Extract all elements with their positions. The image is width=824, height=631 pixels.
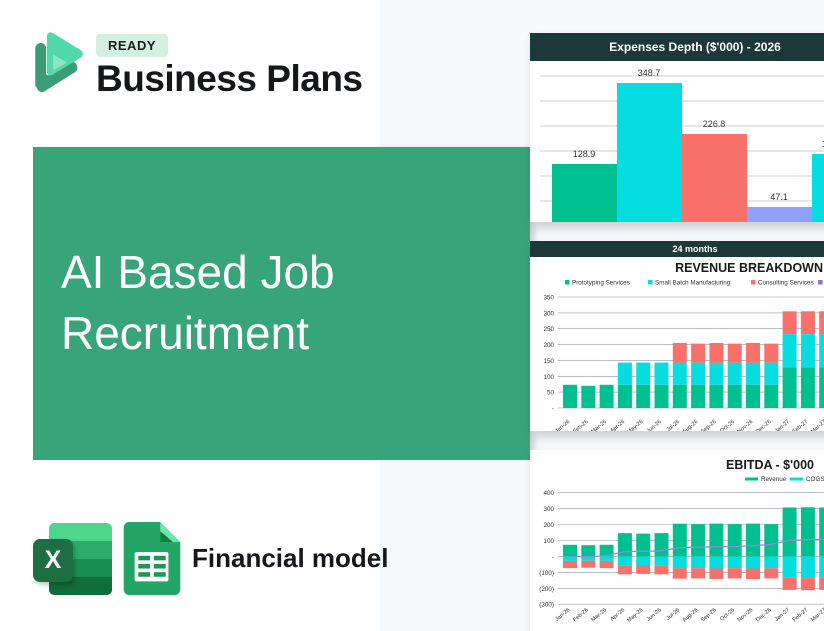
- svg-text:Dec-26: Dec-26: [755, 419, 773, 431]
- svg-text:Jan-27: Jan-27: [774, 607, 791, 623]
- svg-text:Mar-26: Mar-26: [590, 607, 607, 623]
- svg-text:Sep-26: Sep-26: [700, 607, 718, 623]
- svg-text:Small Batch Manufacturing: Small Batch Manufacturing: [655, 280, 731, 287]
- svg-text:Mar-26: Mar-26: [590, 419, 607, 431]
- svg-text:Feb-26: Feb-26: [572, 607, 589, 623]
- svg-text:100: 100: [543, 374, 554, 381]
- svg-text:200: 200: [543, 342, 554, 349]
- svg-text:350: 350: [543, 295, 554, 302]
- svg-text:Jan-27: Jan-27: [774, 419, 791, 431]
- svg-text:Revenue: Revenue: [761, 476, 787, 483]
- svg-text:Nov-26: Nov-26: [737, 419, 755, 431]
- svg-text:100: 100: [543, 538, 554, 545]
- svg-text:Prototyping Services: Prototyping Services: [572, 280, 630, 287]
- svg-text:Jun-26: Jun-26: [646, 607, 663, 623]
- svg-text:Mar-27: Mar-27: [810, 607, 824, 623]
- svg-text:Jan-26: Jan-26: [554, 419, 571, 431]
- svg-text:Nov-26: Nov-26: [737, 607, 755, 623]
- svg-text:May-26: May-26: [626, 607, 644, 624]
- svg-text:-: -: [552, 554, 554, 561]
- svg-text:EBITDA - $'000: EBITDA - $'000: [726, 458, 814, 472]
- svg-text:Feb-26: Feb-26: [572, 419, 589, 431]
- svg-text:-: -: [552, 406, 554, 413]
- svg-text:200: 200: [543, 522, 554, 529]
- svg-text:300: 300: [543, 506, 554, 513]
- svg-text:Jul-26: Jul-26: [666, 607, 682, 621]
- svg-text:Oct-26: Oct-26: [719, 419, 736, 431]
- svg-text:(200): (200): [539, 586, 554, 593]
- svg-text:Aug-26: Aug-26: [682, 419, 700, 431]
- svg-text:250: 250: [543, 326, 554, 333]
- svg-text:REVENUE BREAKDOWN - $'000: REVENUE BREAKDOWN - $'000: [675, 261, 824, 275]
- svg-text:Mar-27: Mar-27: [810, 419, 824, 431]
- svg-text:Consulting Services: Consulting Services: [758, 280, 814, 287]
- svg-text:Jan-26: Jan-26: [554, 607, 571, 623]
- svg-text:Apr-26: Apr-26: [609, 419, 626, 431]
- svg-text:Jul-26: Jul-26: [666, 419, 682, 431]
- svg-text:226.8: 226.8: [703, 119, 726, 129]
- svg-text:Apr-26: Apr-26: [609, 607, 626, 622]
- svg-text:348.7: 348.7: [638, 68, 661, 78]
- svg-text:(100): (100): [539, 570, 554, 577]
- svg-text:Aug-26: Aug-26: [682, 607, 700, 623]
- svg-text:COGS: COGS: [806, 476, 824, 483]
- svg-text:Feb-27: Feb-27: [792, 419, 809, 431]
- svg-text:150: 150: [543, 358, 554, 365]
- svg-text:Dec-26: Dec-26: [755, 607, 773, 623]
- svg-text:300: 300: [543, 310, 554, 317]
- svg-text:Sep-26: Sep-26: [700, 419, 718, 431]
- svg-text:Feb-27: Feb-27: [792, 607, 809, 623]
- svg-text:(300): (300): [539, 602, 554, 609]
- svg-text:47.1: 47.1: [770, 192, 788, 202]
- svg-text:Jun-26: Jun-26: [646, 419, 663, 431]
- svg-text:50: 50: [547, 390, 555, 397]
- svg-text:400: 400: [543, 490, 554, 497]
- svg-text:May-26: May-26: [626, 419, 644, 431]
- svg-text:128.9: 128.9: [573, 149, 596, 159]
- svg-text:24 months: 24 months: [672, 244, 717, 254]
- svg-text:Oct-26: Oct-26: [719, 607, 736, 622]
